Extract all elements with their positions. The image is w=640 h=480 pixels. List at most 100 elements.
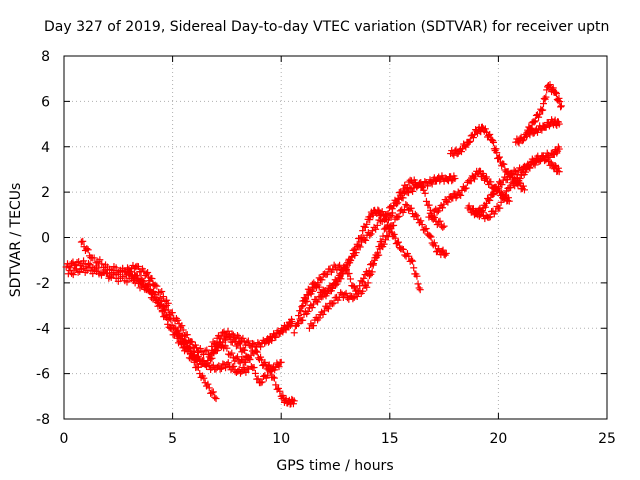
x-axis-label: GPS time / hours	[276, 458, 393, 474]
data-point	[505, 197, 513, 205]
data-point	[262, 333, 276, 346]
series-track-10	[305, 201, 450, 332]
data-point	[442, 249, 450, 257]
data-point	[371, 206, 386, 219]
data-point	[434, 245, 449, 259]
data-point	[64, 265, 84, 279]
data-point	[349, 277, 366, 303]
x-tick-label: 25	[598, 431, 616, 447]
x-axis-ticks: 0 5 10 15 20 25	[60, 56, 616, 447]
data-point	[392, 201, 410, 221]
data-point	[245, 354, 262, 383]
data-point	[266, 367, 284, 395]
data-point	[288, 317, 296, 325]
y-tick-label: -8	[36, 412, 50, 428]
data-point	[479, 191, 495, 212]
data-point	[368, 212, 388, 235]
series-track-4	[125, 268, 285, 375]
y-tick-label: -6	[36, 367, 50, 383]
chart-title: Day 327 of 2019, Sidereal Day-to-day VTE…	[44, 19, 609, 35]
y-tick-label: 2	[41, 185, 50, 201]
data-point	[381, 215, 399, 244]
data-point	[251, 347, 267, 369]
y-tick-label: 8	[41, 49, 50, 65]
data-point	[190, 354, 208, 368]
data-point	[484, 202, 501, 222]
y-tick-label: 4	[41, 140, 50, 156]
data-point	[538, 152, 555, 169]
data-point	[447, 146, 462, 159]
data-point	[358, 229, 375, 246]
data-point	[201, 379, 219, 401]
plot-frame	[63, 55, 608, 420]
data-point	[557, 102, 565, 110]
x-tick-label: 0	[60, 431, 69, 447]
data-point	[360, 260, 377, 282]
data-point	[455, 138, 471, 156]
data-point	[305, 314, 323, 332]
data-point	[251, 336, 269, 351]
data-point	[529, 105, 545, 126]
data-point	[182, 338, 197, 360]
data-point	[481, 173, 497, 192]
y-tick-label: -4	[36, 321, 50, 337]
data-point	[440, 222, 448, 230]
data-point	[212, 395, 220, 403]
data-point	[234, 364, 251, 377]
x-tick-label: 5	[168, 431, 177, 447]
data-point	[408, 256, 423, 292]
series-track-16	[523, 116, 563, 139]
y-tick-label: 0	[41, 231, 50, 247]
data-point	[212, 360, 230, 373]
data-point	[442, 172, 458, 185]
x-tick-label: 10	[272, 431, 290, 447]
data-point	[255, 366, 273, 387]
series-track-7	[290, 206, 424, 337]
data-point	[466, 167, 482, 185]
data-point	[464, 202, 480, 218]
data-point	[93, 268, 118, 282]
data-point	[138, 277, 158, 297]
data-point	[520, 186, 528, 194]
series-track-5	[173, 327, 298, 408]
data-point	[473, 123, 486, 137]
y-axis-label: SDTVAR / TECUs	[8, 183, 24, 298]
data-point	[416, 286, 424, 294]
data-point	[507, 164, 525, 179]
data-point	[164, 306, 182, 325]
data-point	[551, 88, 565, 111]
data-point	[151, 290, 171, 311]
data-point	[494, 184, 512, 212]
data-point	[338, 289, 356, 303]
data-point	[269, 359, 284, 374]
y-tick-label: 6	[41, 94, 50, 110]
data-point	[216, 338, 236, 359]
x-tick-label: 15	[381, 431, 399, 447]
y-axis-ticks: -8 -6 -4 -2 0 2 4 6 8	[36, 49, 607, 428]
data-point	[77, 264, 99, 278]
data-point	[397, 245, 414, 265]
data-point	[295, 307, 312, 328]
data-point	[516, 162, 534, 183]
series-track-6	[208, 315, 296, 351]
y-tick-label: -2	[36, 276, 50, 292]
grid-lines	[64, 56, 607, 419]
data-point	[321, 261, 338, 279]
data-point	[132, 262, 149, 280]
data-point	[425, 231, 440, 256]
series-track-15	[512, 81, 565, 147]
data-point	[290, 303, 306, 337]
data-point	[505, 174, 523, 192]
data-point	[555, 168, 563, 176]
data-point	[290, 397, 298, 405]
series-track-8	[295, 172, 459, 328]
x-tick-label: 20	[489, 431, 507, 447]
data-point	[229, 353, 247, 367]
data-point	[403, 202, 421, 221]
data-point	[208, 332, 225, 350]
data-point	[103, 263, 127, 276]
data-point	[425, 205, 442, 221]
data-point	[451, 175, 459, 183]
data-point	[455, 177, 473, 199]
